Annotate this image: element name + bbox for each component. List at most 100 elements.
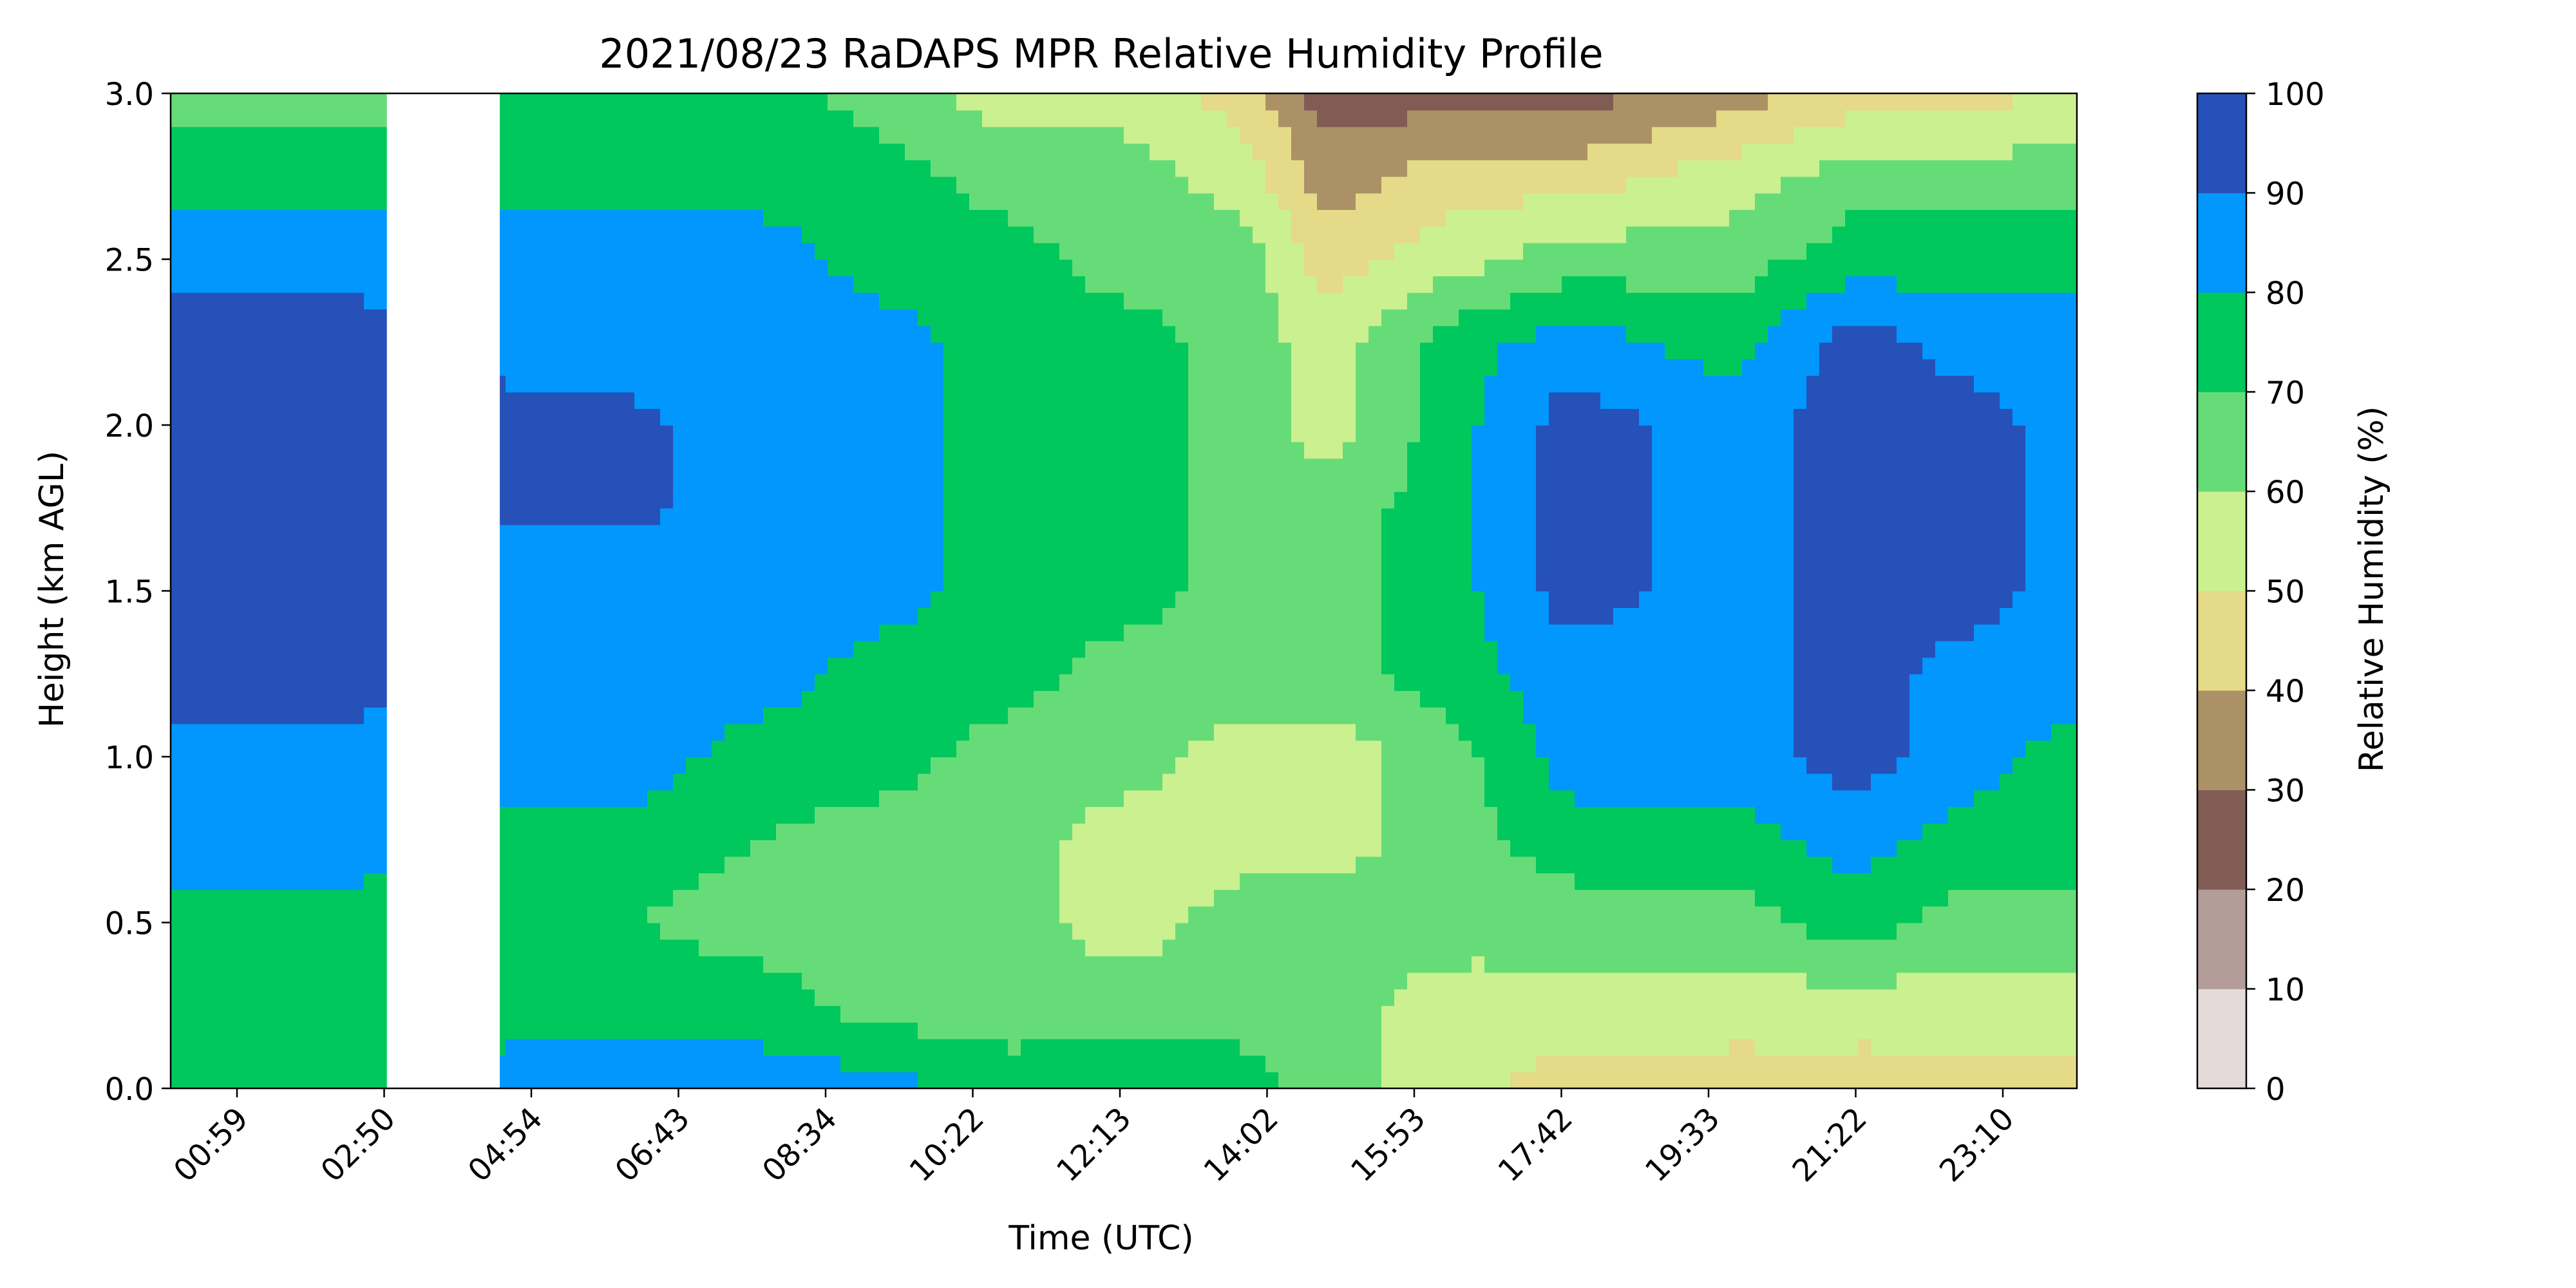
rh-cell (506, 674, 519, 691)
rh-cell (956, 823, 970, 840)
rh-cell (815, 1072, 828, 1089)
rh-cell (724, 292, 738, 310)
rh-cell (969, 1072, 983, 1089)
rh-cell (802, 1055, 815, 1073)
rh-cell (1085, 507, 1099, 526)
rh-cell (879, 889, 893, 907)
rh-cell (364, 922, 377, 940)
rh-cell (853, 176, 867, 194)
rh-cell (609, 591, 622, 608)
rh-cell (1124, 475, 1137, 492)
rh-cell (209, 922, 223, 940)
rh-cell (222, 839, 236, 857)
rh-cell (969, 972, 983, 990)
rh-cell (1085, 889, 1099, 907)
rh-cell (712, 674, 725, 691)
rh-cell (866, 259, 880, 276)
rh-cell (196, 922, 210, 940)
rh-cell (892, 1005, 905, 1023)
rh-cell (1098, 93, 1112, 111)
rh-cell (1034, 441, 1047, 459)
rh-cell (261, 375, 274, 393)
rh-cell (596, 939, 609, 956)
rh-cell (235, 375, 249, 393)
rh-cell (171, 342, 184, 359)
rh-cell (866, 989, 880, 1007)
rh-cell (1201, 93, 1215, 111)
rh-cell (969, 657, 983, 675)
rh-cell (299, 143, 313, 160)
rh-cell (570, 640, 583, 658)
rh-cell (196, 408, 210, 426)
rh-cell (840, 226, 854, 243)
rh-cell (892, 308, 905, 327)
rh-cell (325, 441, 339, 459)
rh-cell (1137, 325, 1150, 343)
rh-cell (1162, 939, 1176, 956)
rh-cell (828, 475, 841, 492)
rh-cell (364, 740, 377, 757)
rh-cell (995, 905, 1009, 923)
rh-cell (750, 126, 764, 144)
rh-cell (943, 972, 957, 990)
rh-cell (351, 441, 365, 459)
rh-cell (879, 126, 893, 144)
rh-cell (969, 706, 983, 724)
rh-cell (209, 972, 223, 990)
rh-cell (660, 723, 674, 741)
rh-cell (531, 342, 545, 359)
rh-cell (377, 276, 390, 293)
rh-cell (866, 1005, 880, 1023)
rh-cell (840, 790, 854, 808)
rh-cell (905, 706, 918, 724)
rh-cell (1214, 1055, 1227, 1073)
rh-cell (621, 441, 635, 459)
rh-cell (518, 491, 532, 509)
rh-cell (918, 674, 931, 691)
rh-cell (1059, 640, 1073, 658)
rh-cell (531, 939, 545, 956)
rh-cell (737, 193, 751, 210)
rh-cell (312, 657, 326, 675)
rh-cell (1008, 607, 1021, 625)
rh-cell (737, 109, 751, 128)
rh-cell (287, 292, 300, 310)
rh-cell (338, 109, 352, 128)
rh-cell (351, 723, 365, 741)
rh-cell (570, 126, 583, 144)
rh-cell (892, 425, 905, 442)
rh-cell (364, 1072, 377, 1089)
rh-cell (789, 823, 802, 840)
rh-cell (544, 491, 558, 509)
rh-cell (274, 856, 287, 874)
rh-cell (196, 591, 210, 608)
rh-cell (506, 972, 519, 990)
rh-cell (299, 524, 313, 542)
rh-cell (879, 607, 893, 625)
rh-cell (518, 1005, 532, 1023)
rh-cell (1162, 591, 1176, 608)
rh-cell (1008, 109, 1021, 128)
rh-cell (905, 193, 918, 210)
rh-cell (1034, 375, 1047, 393)
rh-cell (1072, 1038, 1086, 1056)
rh-cell (1008, 408, 1021, 426)
rh-cell (1021, 308, 1034, 327)
rh-cell (235, 723, 249, 741)
rh-cell (1227, 856, 1240, 874)
rh-cell (274, 193, 287, 210)
rh-cell (1085, 359, 1099, 376)
rh-cell (866, 226, 880, 243)
rh-cell (557, 757, 571, 774)
rh-cell (815, 458, 828, 476)
rh-cell (184, 325, 197, 343)
rh-cell (544, 475, 558, 492)
rh-cell (1072, 342, 1086, 359)
rh-cell (518, 1022, 532, 1039)
rh-cell (222, 591, 236, 608)
rh-cell (673, 342, 687, 359)
rh-cell (1214, 524, 1227, 542)
rh-cell (1111, 408, 1124, 426)
rh-cell (1021, 607, 1034, 625)
rh-cell (1111, 873, 1124, 890)
